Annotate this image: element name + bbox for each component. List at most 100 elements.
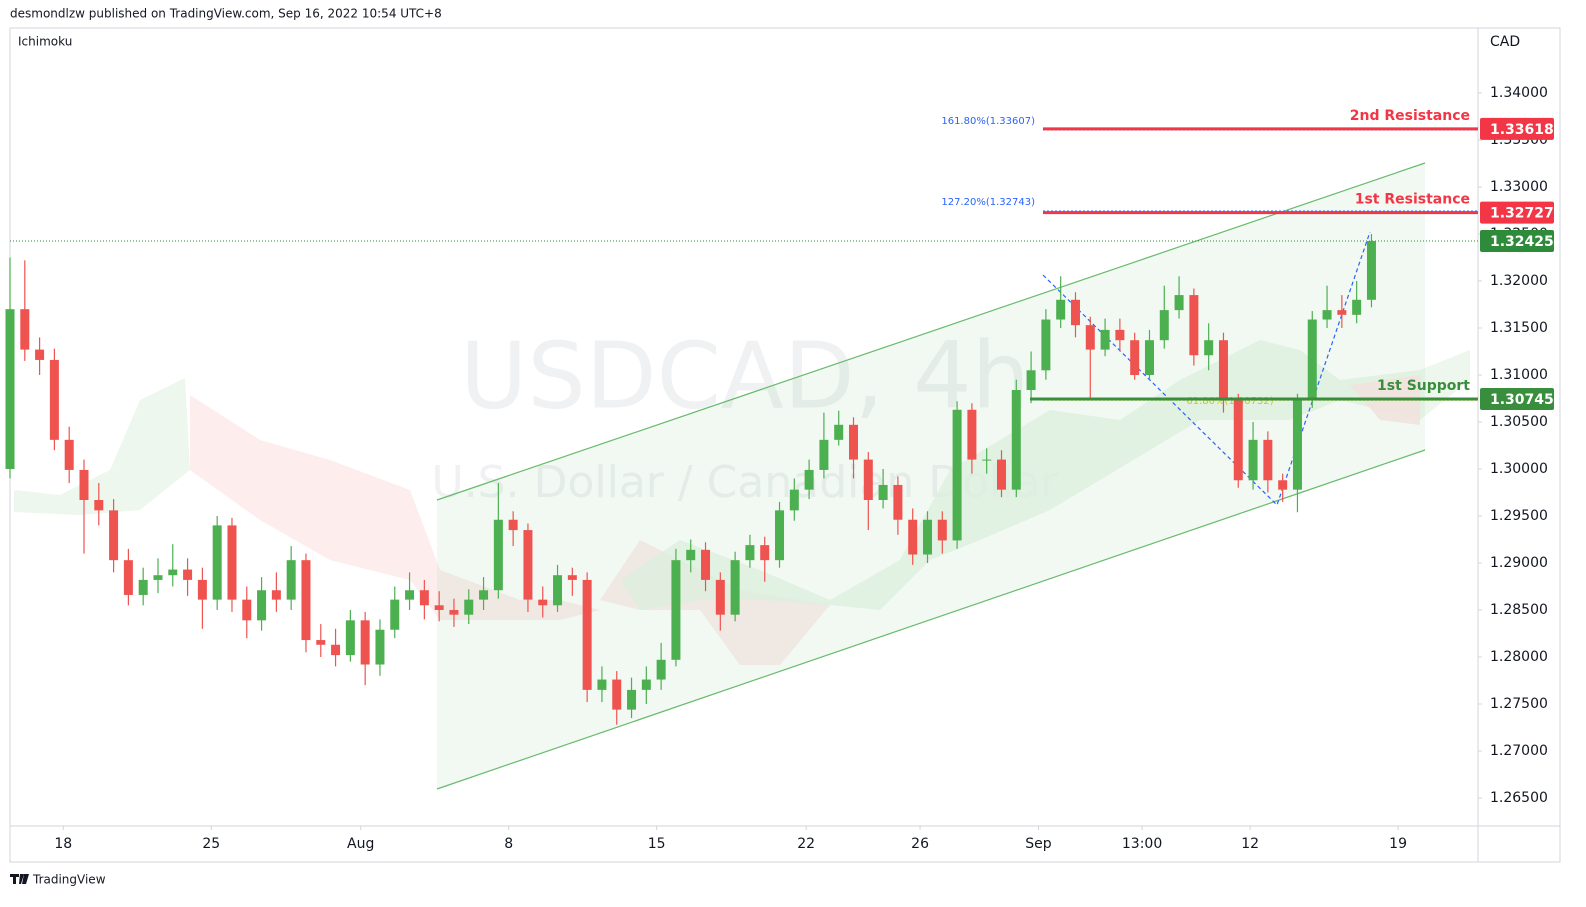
candle-body: [1174, 295, 1184, 311]
candle-body: [863, 459, 873, 501]
candle-body: [109, 510, 119, 561]
level-name: 2nd Resistance: [1350, 108, 1470, 124]
candle-body: [64, 439, 74, 470]
candle-body: [582, 579, 592, 690]
y-tick-label: 1.28000: [1490, 649, 1548, 665]
candle-body: [908, 519, 918, 555]
candle-body: [1366, 241, 1376, 300]
candle-body: [316, 640, 326, 645]
candle-body: [996, 459, 1006, 490]
candle-body: [553, 575, 563, 606]
candle-body: [789, 489, 799, 511]
candle-body: [49, 359, 59, 440]
x-tick-label: 26: [911, 836, 929, 852]
candle-body: [538, 599, 548, 606]
x-tick-label: 19: [1389, 836, 1407, 852]
candle-body: [331, 644, 341, 656]
candle-body: [982, 459, 992, 461]
level-price: 1.33618: [1490, 122, 1554, 138]
zigzag: [1042, 231, 1371, 507]
ichimoku-cloud: [14, 378, 190, 515]
candle-body: [1307, 319, 1317, 401]
channel-lower: [436, 449, 1426, 790]
candle-body: [641, 679, 651, 690]
candle-body: [1159, 310, 1169, 341]
level-name: 1st Resistance: [1355, 192, 1470, 208]
level-price-box: [1480, 387, 1554, 410]
candle-body: [760, 545, 770, 561]
fib-label: 127.20%(1.32743): [941, 197, 1035, 208]
candle-body: [849, 424, 859, 460]
y-tick-label: 1.30500: [1490, 414, 1548, 430]
candle-body: [745, 545, 755, 561]
candle-body: [286, 560, 296, 600]
x-tick-label: 25: [202, 836, 220, 852]
candle-body: [715, 579, 725, 615]
candle-body: [893, 484, 903, 520]
candle-body: [1292, 400, 1302, 490]
ichimoku-cloud: [190, 395, 600, 620]
candle-body: [597, 679, 607, 690]
candle-body: [937, 519, 947, 541]
candle-body: [479, 590, 489, 600]
candle-body: [567, 575, 577, 580]
candle-body: [123, 560, 133, 595]
candle-body: [1085, 325, 1095, 350]
x-tick-label: 13:00: [1122, 836, 1162, 852]
candle-body: [138, 579, 148, 595]
candle-body: [35, 349, 45, 360]
footer-brand: TradingView: [32, 873, 106, 887]
y-tick-label: 1.27000: [1490, 743, 1548, 759]
candle-body: [967, 409, 977, 460]
candle-body: [94, 500, 104, 511]
candle-body: [1263, 439, 1273, 481]
candle-body: [1189, 295, 1199, 356]
level-price: 1.32727: [1490, 206, 1554, 222]
candle-body: [153, 575, 163, 580]
candle-body: [1041, 319, 1051, 371]
candle-body: [1218, 340, 1228, 401]
candle-body: [819, 439, 829, 470]
fib-label: 61.80%(1.30732): [1186, 396, 1273, 407]
candle-body: [301, 560, 311, 641]
x-tick-label: 8: [504, 836, 513, 852]
x-tick-label: Sep: [1025, 836, 1052, 852]
candle-body: [271, 590, 281, 600]
candle-body: [257, 590, 267, 621]
candle-body: [79, 469, 89, 501]
y-tick-label: 1.29000: [1490, 555, 1548, 571]
candle-body: [952, 409, 962, 541]
candle-body: [1352, 299, 1362, 315]
candle-body: [701, 549, 711, 580]
candle-body: [1130, 340, 1140, 375]
candle-body: [656, 659, 666, 680]
candle-body: [434, 605, 444, 610]
candle-body: [686, 549, 696, 561]
candle-body: [612, 679, 622, 710]
x-tick-label: 22: [797, 836, 815, 852]
level-price-box: [1480, 117, 1554, 140]
candle-body: [1233, 400, 1243, 481]
candle-body: [923, 519, 932, 555]
level-price: 1.30745: [1490, 392, 1554, 408]
header: desmondlzw published on TradingView.com,…: [10, 7, 442, 21]
indicator-label: Ichimoku: [18, 35, 72, 49]
candle-body: [1026, 370, 1036, 391]
fib-label: 161.80%(1.33607): [941, 116, 1035, 127]
level-name: 1st Support: [1377, 378, 1470, 394]
currency-label: CAD: [1490, 34, 1520, 50]
candle-body: [834, 424, 844, 440]
candle-body: [627, 689, 637, 710]
last-price-label: 1.32425: [1490, 234, 1554, 250]
footer-logo: [10, 874, 29, 884]
channel-upper: [436, 162, 1426, 501]
candle-body: [390, 599, 400, 630]
candle-body: [20, 309, 30, 350]
candle-body: [1204, 340, 1214, 356]
y-tick-label: 1.28500: [1490, 602, 1548, 618]
candle-body: [449, 609, 459, 615]
candle-body: [775, 510, 785, 561]
candle-body: [183, 569, 193, 580]
x-tick-label: 12: [1241, 836, 1259, 852]
